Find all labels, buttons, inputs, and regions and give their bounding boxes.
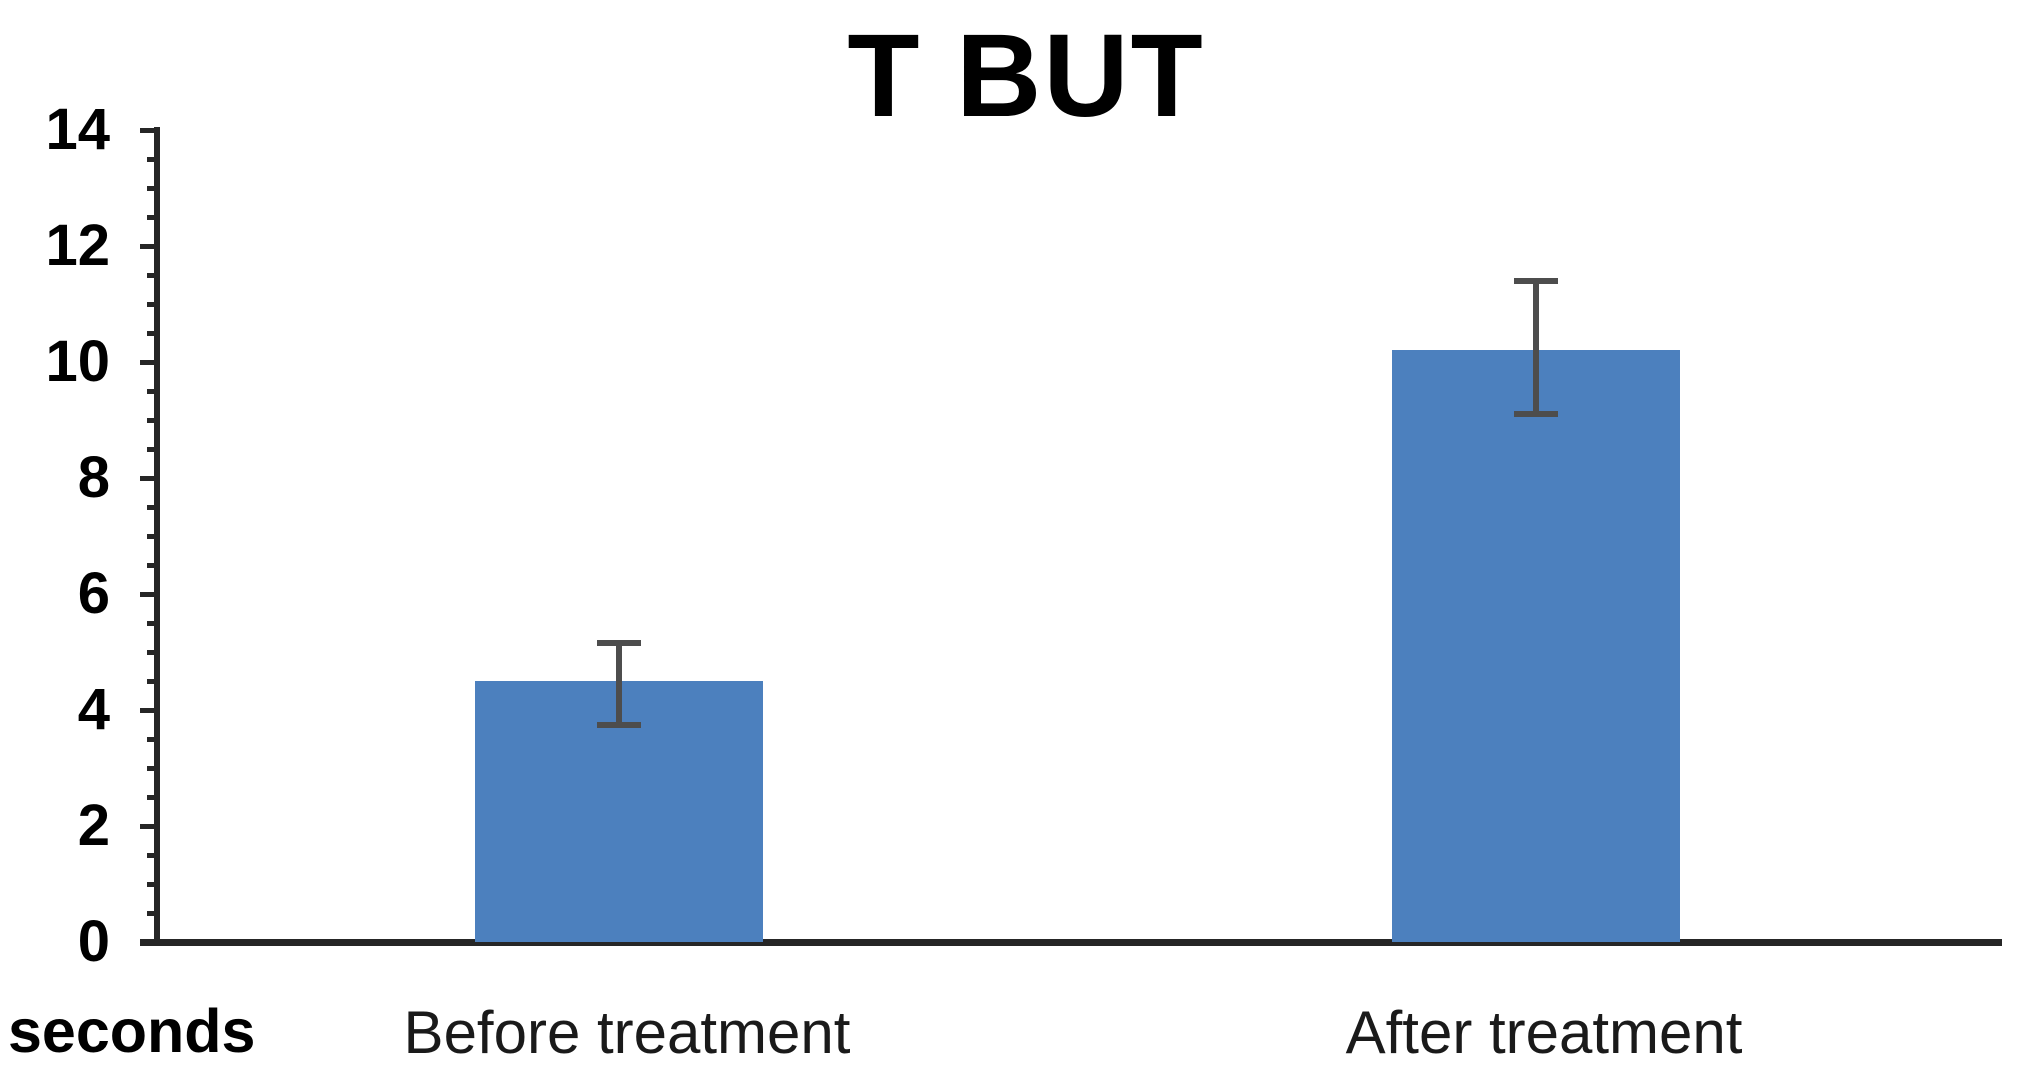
error-bar-top-cap xyxy=(1514,277,1558,284)
y-minor-tick xyxy=(147,186,157,191)
error-bar-top-cap xyxy=(597,640,641,647)
y-tick-label: 6 xyxy=(77,561,110,626)
y-minor-tick xyxy=(147,650,157,655)
y-tick-label: 10 xyxy=(45,329,110,394)
y-tick-label: 8 xyxy=(77,445,110,510)
x-category-label: After treatment xyxy=(1345,999,1743,1066)
error-bar-line xyxy=(616,643,622,725)
bar xyxy=(1392,350,1680,942)
y-minor-tick xyxy=(147,157,157,162)
y-minor-tick xyxy=(147,215,157,220)
chart-title: T BUT xyxy=(847,10,1205,142)
y-minor-tick xyxy=(147,911,157,916)
y-minor-tick xyxy=(147,563,157,568)
x-category-label: Before treatment xyxy=(403,999,851,1066)
y-major-tick xyxy=(140,708,157,713)
y-tick-label: 2 xyxy=(77,793,110,858)
error-bar-line xyxy=(1533,280,1539,415)
y-minor-tick xyxy=(147,737,157,742)
y-major-tick xyxy=(140,592,157,597)
y-minor-tick xyxy=(147,766,157,771)
y-minor-tick xyxy=(147,389,157,394)
y-minor-tick xyxy=(147,418,157,423)
x-axis-line xyxy=(140,939,2002,946)
y-major-tick xyxy=(140,244,157,249)
y-minor-tick xyxy=(147,331,157,336)
y-minor-tick xyxy=(147,853,157,858)
y-minor-tick xyxy=(147,302,157,307)
y-major-tick xyxy=(140,128,157,133)
y-tick-label: 4 xyxy=(77,677,110,742)
error-bar-bottom-cap xyxy=(597,721,641,728)
y-minor-tick xyxy=(147,882,157,887)
y-major-tick xyxy=(140,360,157,365)
y-minor-tick xyxy=(147,447,157,452)
y-minor-tick xyxy=(147,795,157,800)
y-minor-tick xyxy=(147,273,157,278)
y-tick-label: 12 xyxy=(45,213,110,278)
y-minor-tick xyxy=(147,534,157,539)
y-axis-unit-label: seconds xyxy=(8,997,256,1065)
y-major-tick xyxy=(140,824,157,829)
y-major-tick xyxy=(140,940,157,945)
y-minor-tick xyxy=(147,505,157,510)
y-minor-tick xyxy=(147,621,157,626)
y-tick-label: 0 xyxy=(77,909,110,974)
y-major-tick xyxy=(140,476,157,481)
y-minor-tick xyxy=(147,679,157,684)
error-bar-bottom-cap xyxy=(1514,411,1558,418)
y-tick-label: 14 xyxy=(45,97,110,162)
y-axis-line xyxy=(154,127,160,946)
